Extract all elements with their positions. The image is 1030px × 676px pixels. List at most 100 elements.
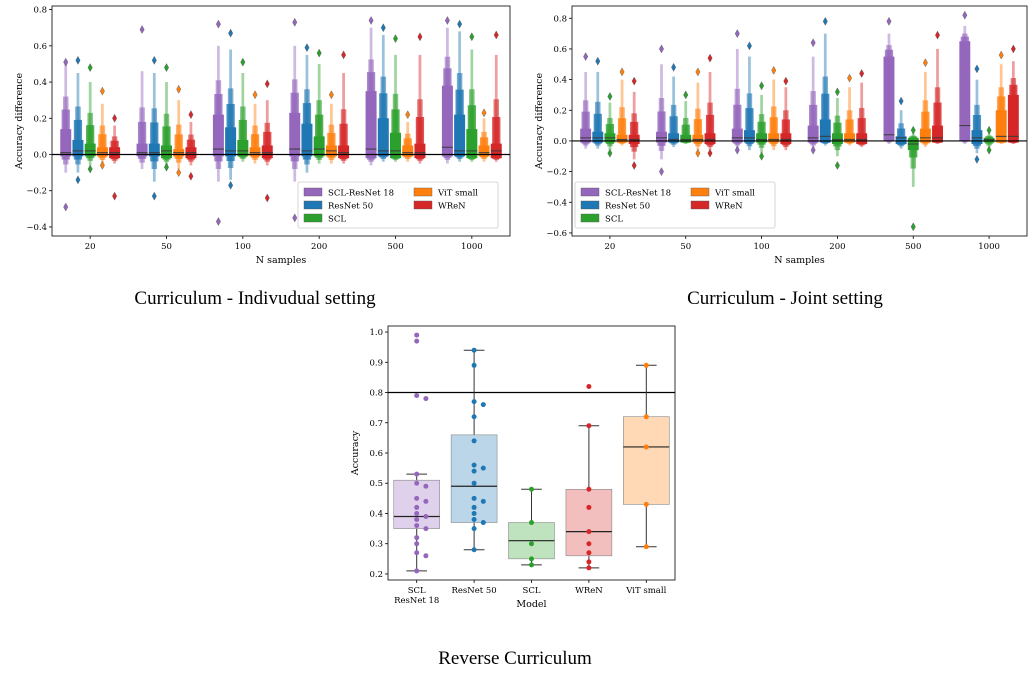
point-wren-1 xyxy=(586,423,592,429)
point-resnet-50-7 xyxy=(480,465,486,471)
point-resnet-50-3 xyxy=(480,402,486,408)
box-wren-200-level-3 xyxy=(338,145,350,159)
y-tick-label: 0.6 xyxy=(369,449,383,459)
legend-label-vit-small: ViT small xyxy=(437,189,478,199)
outlier-max-vit-small-50 xyxy=(695,67,701,77)
box-vit-small-20-level-3 xyxy=(616,134,628,143)
point-scl-4 xyxy=(529,562,534,568)
point-scl-resnet-18-3 xyxy=(423,396,429,402)
outlier-max-scl-100 xyxy=(240,57,246,67)
box-scl-500-level-3 xyxy=(390,132,401,159)
outlier-max-vit-small-100 xyxy=(252,90,258,100)
outlier-max-scl-200 xyxy=(834,87,840,97)
point-scl-0 xyxy=(529,486,534,492)
outlier-max-vit-small-500 xyxy=(405,110,411,120)
plot-frame xyxy=(51,5,511,237)
point-vit-small-0 xyxy=(643,362,649,368)
outlier-max-vit-small-50 xyxy=(176,84,182,94)
point-scl-resnet-18-8 xyxy=(423,498,429,504)
x-tick-label: 500 xyxy=(387,242,403,252)
box-wren-500-level-2 xyxy=(933,102,942,143)
y-tick-label: 0.8 xyxy=(33,6,47,16)
box-vit-small-50-level-2 xyxy=(174,134,183,159)
outlier-max-scl-100 xyxy=(759,81,765,91)
box-scl-200-level-3 xyxy=(313,136,325,157)
point-resnet-50-4 xyxy=(471,414,477,420)
outlier-min-scl-20 xyxy=(607,148,613,158)
outlier-max-scl-500 xyxy=(393,34,398,44)
legend-box xyxy=(297,181,499,229)
legend-swatch-vit-small xyxy=(690,187,710,197)
x-tick-label-scl-resnet-18: SCL xyxy=(408,586,426,596)
box-vit-small-1000-level-3 xyxy=(478,145,490,157)
outlier-max-resnet-50-1000 xyxy=(974,64,980,74)
outlier-max-vit-small-1000 xyxy=(481,108,487,118)
legend-label-resnet-50: ResNet 50 xyxy=(605,202,650,212)
point-resnet-50-17 xyxy=(471,547,477,553)
outlier-max-scl-resnet-18-200 xyxy=(292,17,298,27)
x-tick-label: 20 xyxy=(605,242,616,252)
point-resnet-50-14 xyxy=(471,517,477,523)
outlier-max-vit-small-20 xyxy=(99,86,105,96)
box-scl-100-level-3 xyxy=(237,140,249,157)
point-vit-small-3 xyxy=(643,501,649,507)
box-resnet-50-100-level-3 xyxy=(743,130,755,143)
outlier-max-scl-50 xyxy=(683,90,689,100)
y-tick-label: 0.2 xyxy=(369,570,383,580)
box-resnet-50-500-level-3 xyxy=(895,136,907,144)
legend: SCL-ResNet 18 ResNet 50 SCL ViT small WReN xyxy=(574,181,776,229)
box-scl-resnet-18-50-level-2 xyxy=(657,111,666,146)
x-axis-label: N samples xyxy=(256,255,307,266)
outlier-min-wren-20 xyxy=(112,191,118,201)
point-resnet-50-9 xyxy=(471,480,477,486)
point-scl-resnet-18-5 xyxy=(414,480,420,486)
box-scl-resnet-18-1000-level-3 xyxy=(441,85,453,157)
outlier-min-scl-resnet-18-50 xyxy=(659,167,664,177)
legend-label-resnet-50: ResNet 50 xyxy=(328,202,373,212)
point-wren-7 xyxy=(586,559,592,565)
outlier-min-scl-20 xyxy=(87,164,93,174)
box-scl-1000-level-3 xyxy=(983,137,995,143)
box-resnet-50-100-level-2 xyxy=(745,108,754,144)
outlier-max-resnet-50-1000 xyxy=(457,19,463,29)
box-wren-100-level-2 xyxy=(781,119,790,146)
outlier-max-resnet-50-50 xyxy=(671,62,677,72)
box-vit-small-100-level-2 xyxy=(250,134,260,158)
box-wren-100-level-3 xyxy=(780,133,792,144)
box-scl-200-level-2 xyxy=(315,114,324,158)
box-scl-resnet-18-200-level-2 xyxy=(809,104,818,144)
outlier-min-resnet-50-20 xyxy=(75,175,81,185)
box-vit-small-100-level-2 xyxy=(769,117,778,144)
y-tick-label: 0.6 xyxy=(553,45,567,55)
box-wren-200-level-3 xyxy=(856,133,868,144)
box-scl-100-level-2 xyxy=(757,121,766,145)
box-scl-resnet-18-100-level-2 xyxy=(733,104,742,144)
box-resnet-50-50-level-2 xyxy=(669,116,678,144)
x-tick-label-scl-resnet-18: ResNet 18 xyxy=(394,596,439,606)
box-resnet-50-200-level-3 xyxy=(819,119,831,143)
y-tick-label: −0.6 xyxy=(546,229,567,239)
y-tick-label: −0.4 xyxy=(546,198,567,208)
box-vit-small-100-level-3 xyxy=(768,133,780,143)
outlier-max-resnet-50-100 xyxy=(747,41,752,51)
box-wren-1000-level-2 xyxy=(492,117,501,159)
point-scl-resnet-18-16 xyxy=(414,541,420,547)
point-scl-resnet-18-4 xyxy=(414,471,420,477)
outlier-max-resnet-50-20 xyxy=(75,55,81,65)
box-vit-small-200-level-2 xyxy=(327,132,336,158)
box-resnet-50-50-level-3 xyxy=(668,133,680,143)
x-tick-label-scl: SCL xyxy=(523,586,541,596)
outlier-min-resnet-50-50 xyxy=(151,191,157,201)
box-scl-100-level-2 xyxy=(238,119,247,158)
outlier-max-scl-resnet-18-1000 xyxy=(962,10,968,20)
legend-swatch-scl-resnet-18 xyxy=(303,187,323,197)
y-tick-label: 0.6 xyxy=(33,42,47,52)
box-resnet-50-1000-level-3 xyxy=(454,114,466,157)
x-tick-label: 50 xyxy=(161,242,172,252)
box-scl-resnet-18-20-level-3 xyxy=(60,129,72,157)
outlier-max-wren-1000 xyxy=(1010,44,1016,54)
point-resnet-50-15 xyxy=(480,520,486,526)
point-resnet-50-0 xyxy=(471,347,477,353)
box-wren-200-level-2 xyxy=(857,118,866,145)
box-wren-500-level-3 xyxy=(414,143,426,159)
